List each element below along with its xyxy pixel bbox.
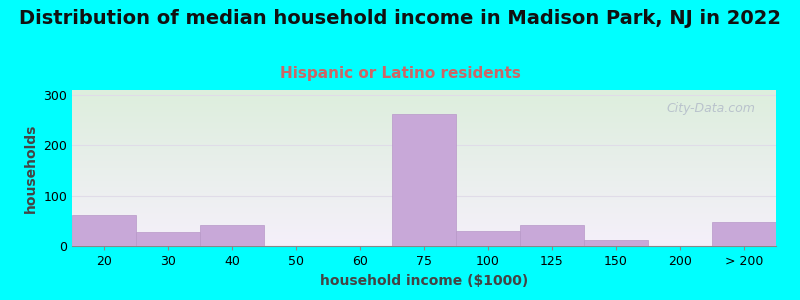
Text: City-Data.com: City-Data.com [666,103,755,116]
Bar [392,114,456,246]
Text: Distribution of median household income in Madison Park, NJ in 2022: Distribution of median household income … [19,9,781,28]
Bar [200,225,264,246]
Bar [72,215,136,246]
Bar [584,241,648,246]
Bar [520,225,584,246]
Y-axis label: households: households [24,123,38,213]
Bar [136,232,200,246]
Bar [712,222,776,246]
Bar [456,231,520,246]
Text: Hispanic or Latino residents: Hispanic or Latino residents [279,66,521,81]
X-axis label: household income ($1000): household income ($1000) [320,274,528,288]
